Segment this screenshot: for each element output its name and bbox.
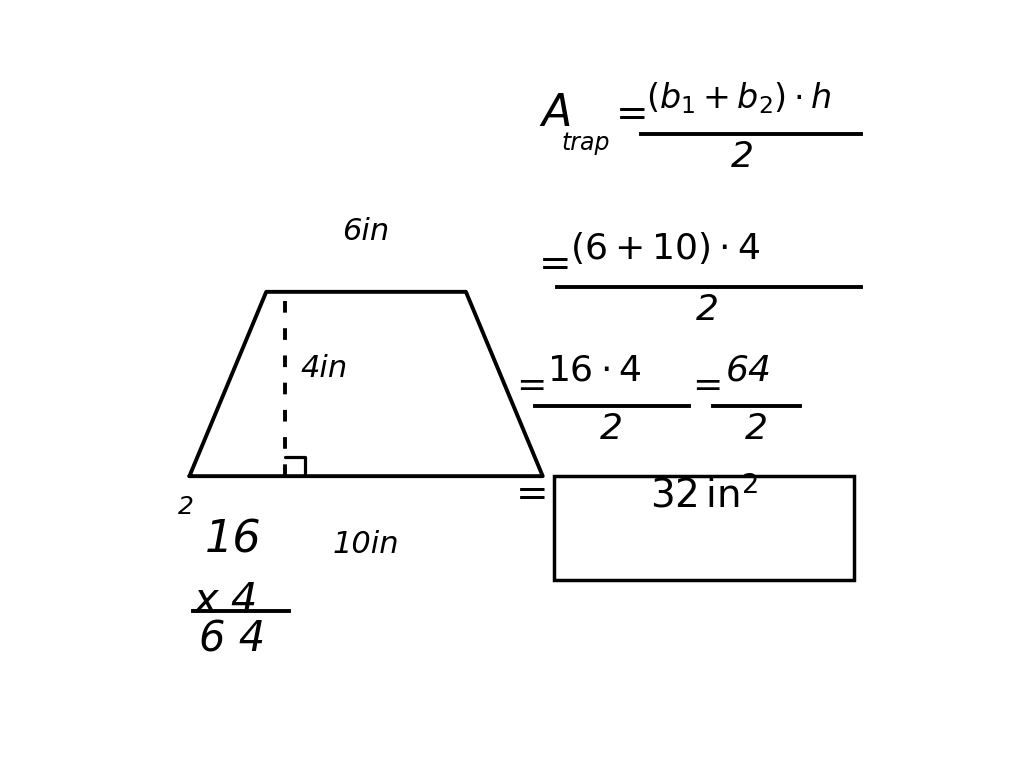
Text: 6 4: 6 4: [199, 618, 265, 660]
Text: $A$: $A$: [539, 92, 570, 135]
Text: $16\cdot 4$: $16\cdot 4$: [547, 353, 641, 387]
Text: 2: 2: [696, 293, 719, 327]
Text: =: =: [692, 369, 723, 402]
Text: 2: 2: [600, 412, 624, 445]
Text: 2: 2: [731, 140, 754, 174]
Text: =: =: [516, 476, 549, 514]
Text: 4in: 4in: [301, 354, 348, 383]
FancyBboxPatch shape: [554, 476, 854, 580]
Text: =: =: [615, 96, 648, 134]
Text: 64: 64: [725, 353, 771, 387]
Text: =: =: [516, 369, 546, 402]
Text: 16: 16: [205, 518, 261, 561]
Text: 6in: 6in: [342, 217, 390, 246]
Text: =: =: [539, 246, 571, 283]
Text: 10in: 10in: [333, 530, 399, 559]
Text: $(b_1+b_2)\cdot h$: $(b_1+b_2)\cdot h$: [646, 81, 831, 116]
Text: trap: trap: [562, 131, 610, 154]
Text: 2: 2: [744, 412, 768, 445]
Text: 2: 2: [178, 495, 194, 519]
Text: $(6+10)\cdot 4$: $(6+10)\cdot 4$: [569, 230, 760, 266]
Text: $32\,\mathrm{in}^2$: $32\,\mathrm{in}^2$: [650, 476, 758, 516]
Text: x 4: x 4: [194, 580, 258, 622]
